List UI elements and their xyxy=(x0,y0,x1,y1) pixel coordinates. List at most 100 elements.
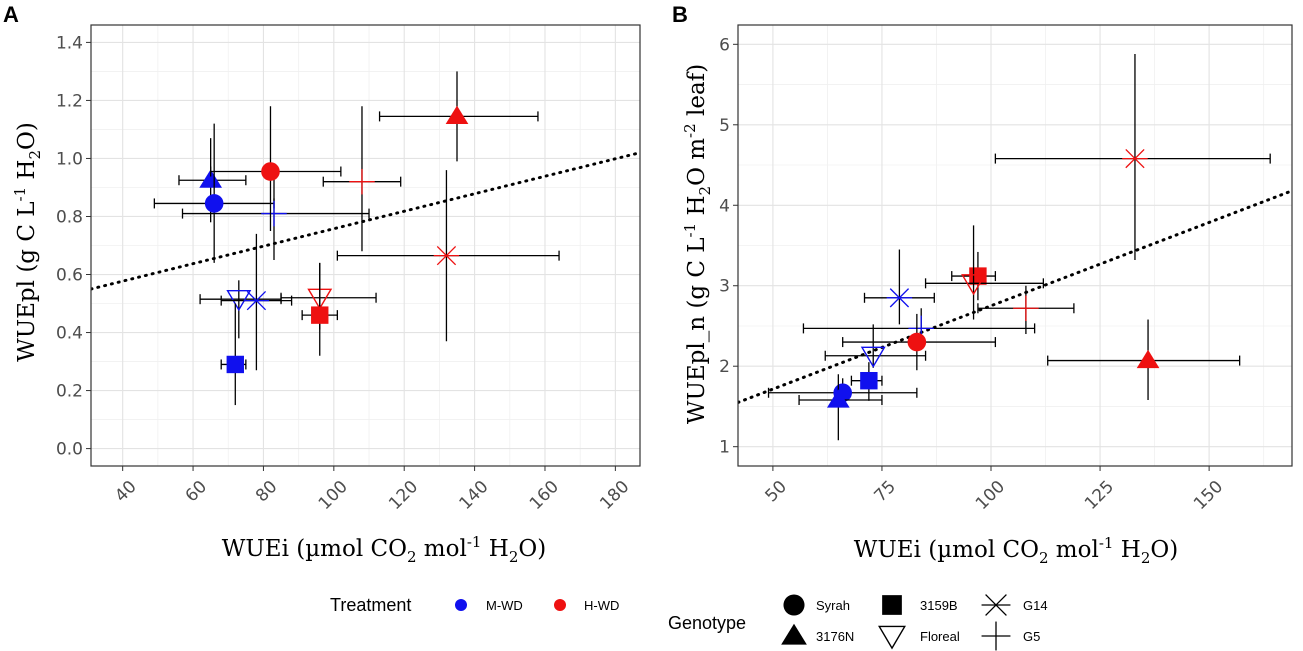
trendline-b xyxy=(738,189,1292,404)
y-axis-title-a: WUEpl (g C L-1 H2O) xyxy=(11,122,44,362)
panel-b: B 1 2 3 4 5 6 50 75 100 125 150 WUEi (µmol CO2 mol… xyxy=(672,2,1293,567)
plot-border-b xyxy=(737,24,1293,467)
point-b-h-wd-syrah xyxy=(842,313,997,371)
point-a-h-wd-g14 xyxy=(336,170,560,342)
legend-label-3176n: 3176N xyxy=(816,629,854,644)
legend-label-h-wd: H-WD xyxy=(584,598,619,613)
x-tick-label-b-2: 100 xyxy=(972,477,1009,514)
legend-genotype-title: Genotype xyxy=(668,613,746,633)
legend-marker-g14 xyxy=(981,594,1011,616)
point-a-m-wd-3159b xyxy=(220,303,247,406)
legend-marker-m-wd xyxy=(455,599,467,611)
marker-a-h-wd-3159b xyxy=(311,306,329,324)
x-axis-title-b: WUEi (µmol CO2 mol-1 H2O) xyxy=(854,534,1178,567)
point-a-h-wd-g5 xyxy=(322,106,402,252)
errorbars-b-m-wd-floreal xyxy=(824,324,927,368)
marker-b-h-wd-syrah xyxy=(907,332,927,352)
y-tick-label-a-0: 0.0 xyxy=(56,440,83,460)
plot-a: 0.0 0.2 0.4 0.6 0.8 1.0 1.2 1.4 40 60 80 100 120 140 1… xyxy=(56,24,641,514)
y-tick-label-b-4: 5 xyxy=(719,116,730,136)
y-tick-label-a-2: 0.4 xyxy=(56,324,83,344)
point-b-m-wd-g14 xyxy=(863,249,935,325)
x-tick-label-b-3: 125 xyxy=(1081,477,1118,514)
legend-label-g5: G5 xyxy=(1023,629,1040,644)
y-tick-label-b-0: 1 xyxy=(719,438,730,458)
marker-b-m-wd-3176n xyxy=(826,389,850,408)
data-points-a xyxy=(153,71,560,406)
legend-marker-3176n xyxy=(781,623,807,645)
legend-treatment-title: Treatment xyxy=(330,595,411,615)
plot-b: 1 2 3 4 5 6 50 75 100 125 150 xyxy=(719,24,1293,514)
legend-label-g14: G14 xyxy=(1023,598,1048,613)
marker-b-m-wd-3159b xyxy=(860,371,878,390)
x-tick-label-a-4: 120 xyxy=(385,477,422,514)
point-b-m-wd-3176n xyxy=(798,374,883,441)
y-tick-label-a-1: 0.2 xyxy=(56,382,83,402)
point-b-m-wd-3159b xyxy=(850,362,883,401)
legend-label-m-wd: M-WD xyxy=(486,598,523,613)
marker-a-h-wd-syrah xyxy=(261,162,280,181)
legend-label-floreal: Floreal xyxy=(920,629,960,644)
marker-b-h-wd-g14 xyxy=(1122,148,1148,169)
point-a-h-wd-syrah xyxy=(210,106,342,231)
point-a-m-wd-g14 xyxy=(220,233,293,371)
panel-a: A 0.0 0.2 0.4 0.6 0.8 1.0 1.2 1.4 40 60 80 100 120 14… xyxy=(3,2,641,566)
point-b-h-wd-3176n xyxy=(1047,319,1241,401)
point-b-m-wd-floreal xyxy=(824,324,927,368)
y-tick-label-a-6: 1.2 xyxy=(56,91,83,111)
marker-b-m-wd-floreal xyxy=(860,346,886,368)
y-tick-label-a-3: 0.6 xyxy=(56,266,83,286)
x-tick-label-b-1: 75 xyxy=(871,477,900,506)
marker-a-h-wd-3176n xyxy=(445,105,469,124)
legend-marker-3159b xyxy=(882,595,902,615)
y-tick-label-b-2: 3 xyxy=(719,277,730,297)
legend-label-3159b: 3159B xyxy=(920,598,958,613)
point-a-h-wd-3176n xyxy=(378,71,539,162)
x-tick-label-a-5: 140 xyxy=(456,477,493,514)
panel-letter-b: B xyxy=(672,2,688,27)
point-b-h-wd-g5 xyxy=(977,285,1075,335)
legend-marker-floreal xyxy=(878,625,906,650)
legend-marker-g5 xyxy=(981,621,1011,651)
marker-b-h-wd-floreal xyxy=(961,274,987,296)
panel-letter-a: A xyxy=(3,2,19,27)
point-b-h-wd-floreal xyxy=(924,225,1045,320)
legend-marker-h-wd xyxy=(554,599,566,611)
y-tick-label-a-4: 0.8 xyxy=(56,207,83,227)
marker-a-m-wd-g14 xyxy=(243,290,270,311)
marker-a-m-wd-3176n xyxy=(199,169,222,188)
point-a-m-wd-g5 xyxy=(181,178,370,261)
x-tick-label-a-2: 80 xyxy=(252,477,281,506)
legend-genotype-items xyxy=(781,594,1011,651)
x-tick-label-b-4: 150 xyxy=(1190,477,1227,514)
marker-b-h-wd-3176n xyxy=(1136,349,1160,369)
marker-a-h-wd-g5 xyxy=(349,168,375,195)
x-tick-label-a-7: 180 xyxy=(596,477,633,514)
trendline-a xyxy=(91,151,640,291)
y-axis-title-b: WUEpl_n (g C L-1 H2O m-2 leaf) xyxy=(681,64,714,424)
errorbars-b-h-wd-floreal xyxy=(924,225,1045,320)
legend: Treatment M-WD H-WD Genotype Syrah 3159B… xyxy=(330,594,1048,651)
x-tick-label-a-1: 60 xyxy=(182,477,211,506)
plot-border-a xyxy=(90,24,641,467)
point-b-h-wd-g14 xyxy=(994,53,1271,260)
x-tick-label-a-6: 160 xyxy=(526,477,563,514)
legend-label-syrah: Syrah xyxy=(816,598,850,613)
gridlines-b xyxy=(738,25,1292,466)
y-tick-label-b-3: 4 xyxy=(719,196,730,216)
data-points-b xyxy=(767,53,1271,441)
x-axis-title-a: WUEi (µmol CO2 mol-1 H2O) xyxy=(222,533,546,566)
marker-a-m-wd-3159b xyxy=(226,355,244,374)
legend-marker-syrah xyxy=(783,594,805,616)
x-tick-label-a-0: 40 xyxy=(111,477,140,506)
x-tick-label-b-0: 50 xyxy=(761,477,790,506)
point-a-h-wd-3159b xyxy=(301,262,338,356)
gridlines-a xyxy=(91,25,640,466)
marker-b-h-wd-g5 xyxy=(1013,295,1039,322)
y-tick-label-a-5: 1.0 xyxy=(56,149,83,169)
x-tick-label-a-3: 100 xyxy=(315,477,352,514)
y-tick-label-b-1: 2 xyxy=(719,357,730,377)
marker-b-m-wd-g14 xyxy=(886,288,913,308)
y-tick-label-b-5: 6 xyxy=(719,35,730,55)
